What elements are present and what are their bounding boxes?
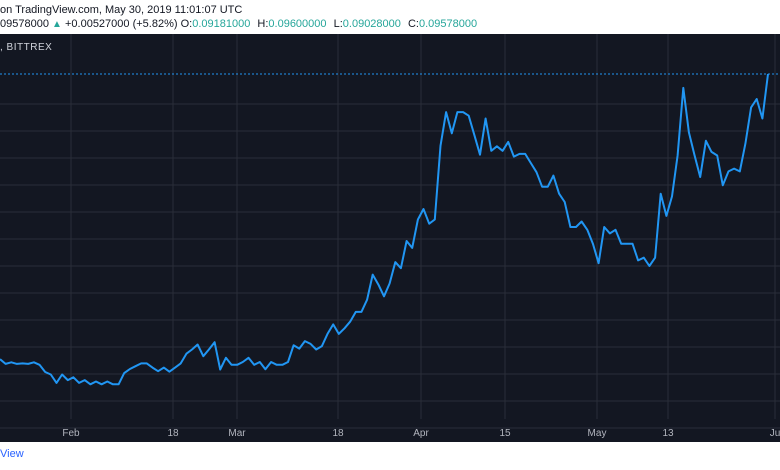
- x-tick-label: Apr: [413, 428, 429, 439]
- open-value: 0.09181000: [192, 18, 251, 30]
- x-tick-label: Feb: [62, 428, 80, 439]
- open-key: O:: [180, 18, 193, 30]
- last-price: 09578000: [0, 18, 49, 30]
- close-key: C:: [407, 18, 419, 30]
- x-tick-label: 15: [499, 428, 511, 439]
- x-tick-labels: Feb 18 Mar 18 Apr 15 May 13 Ju: [62, 428, 780, 439]
- x-tick-label: May: [588, 428, 607, 439]
- price-series-line: [0, 73, 769, 386]
- price-change: +0.00527000 (+5.82%): [64, 18, 178, 30]
- tradingview-link[interactable]: View: [0, 448, 24, 460]
- snapshot-caption: on TradingView.com, May 30, 2019 11:01:0…: [0, 4, 243, 16]
- exchange-label: , BITTREX: [0, 42, 53, 53]
- price-chart[interactable]: Feb 18 Mar 18 Apr 15 May 13 Ju: [0, 34, 780, 442]
- chart-header: on TradingView.com, May 30, 2019 11:01:0…: [0, 0, 780, 34]
- up-arrow-icon: ▲: [52, 19, 62, 30]
- high-key: H:: [257, 18, 269, 30]
- x-tick-label: 13: [662, 428, 674, 439]
- x-tick-label: 18: [167, 428, 179, 439]
- high-value: 0.09600000: [268, 18, 327, 30]
- footer: View: [0, 442, 780, 470]
- x-tick-label: 18: [332, 428, 344, 439]
- low-value: 0.09028000: [342, 18, 401, 30]
- x-tick-label: Mar: [228, 428, 246, 439]
- ohlc-legend: 09578000 ▲ +0.00527000 (+5.82%) O:0.0918…: [0, 18, 481, 30]
- close-value: 0.09578000: [418, 18, 478, 30]
- chart-area[interactable]: Feb 18 Mar 18 Apr 15 May 13 Ju , BITTREX: [0, 34, 780, 442]
- series-line-layer: [0, 73, 769, 386]
- x-tick-label: Ju: [770, 428, 780, 439]
- grid-lines: [0, 34, 780, 429]
- low-key: L:: [333, 18, 343, 30]
